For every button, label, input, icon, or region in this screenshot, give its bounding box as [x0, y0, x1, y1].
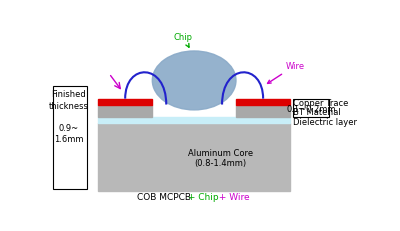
Text: Copper Trace: Copper Trace: [293, 99, 349, 108]
Bar: [53, 86, 87, 190]
Text: + Wire: + Wire: [216, 192, 250, 201]
Bar: [98, 106, 152, 118]
Bar: [293, 100, 329, 118]
Text: BT Material: BT Material: [293, 108, 341, 117]
Text: Aluminum Core
(0.8-1.4mm): Aluminum Core (0.8-1.4mm): [188, 148, 253, 167]
Bar: [98, 118, 290, 124]
Text: Wire: Wire: [268, 62, 305, 84]
Text: COB MCPCB: COB MCPCB: [137, 192, 191, 201]
Bar: [236, 99, 290, 106]
Bar: [236, 106, 290, 118]
Text: 0.1~0.2mm: 0.1~0.2mm: [286, 104, 336, 113]
Ellipse shape: [152, 52, 236, 110]
Bar: [98, 124, 290, 191]
Text: + Chip: + Chip: [185, 192, 218, 201]
Text: Dielectric layer: Dielectric layer: [293, 118, 357, 126]
Text: Chip: Chip: [174, 33, 193, 48]
Text: Finished
thickness

0.9~
1.6mm: Finished thickness 0.9~ 1.6mm: [49, 90, 88, 143]
Bar: [98, 99, 152, 106]
